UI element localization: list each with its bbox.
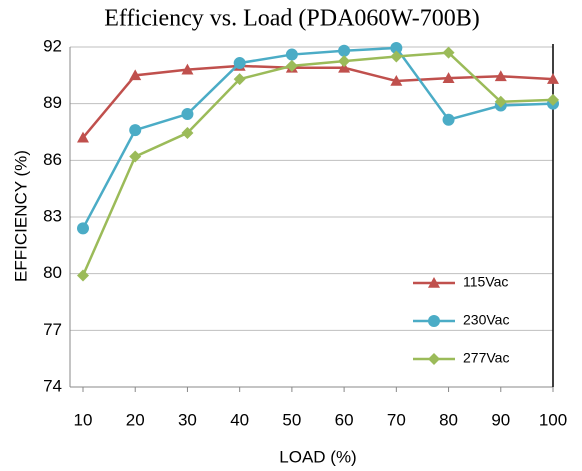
marker [442,46,455,59]
x-tick-label: 80 [439,410,458,429]
x-tick-label: 90 [491,410,510,429]
marker [77,269,89,282]
x-tick-label: 100 [539,410,567,429]
marker [233,73,246,86]
marker [547,73,559,84]
marker [494,70,507,82]
marker [428,315,440,327]
marker [77,131,89,143]
y-tick-label: 92 [43,36,62,55]
marker [233,57,246,70]
y-tick-label: 83 [43,206,62,225]
y-tick-label: 89 [43,93,62,112]
x-tick-label: 70 [387,410,406,429]
legend-label: 277Vac [463,350,509,366]
y-tick-label: 80 [43,263,62,282]
marker [338,44,351,57]
x-axis-label: LOAD (%) [279,447,356,466]
x-tick-label: 60 [335,410,354,429]
marker [338,61,351,73]
y-tick-label: 74 [43,376,62,395]
x-tick-label: 20 [126,410,145,429]
marker [428,277,440,288]
legend-label: 115Vac [463,274,508,290]
marker [181,126,194,139]
marker [338,55,351,68]
x-tick-label: 30 [178,410,197,429]
marker [442,72,455,83]
chart-title: Efficiency vs. Load (PDA060W-700B) [104,6,479,32]
series-line [82,64,554,139]
y-tick-label: 77 [43,320,62,339]
y-axis-label: EFFICIENCY (%) [11,150,30,282]
series-line [81,46,554,229]
marker [181,63,194,75]
marker [547,93,559,106]
marker [285,59,298,72]
legend-label: 230Vac [463,312,509,328]
marker [129,69,142,81]
series-line [81,51,554,277]
marker [390,41,403,54]
marker [428,353,440,365]
marker [494,95,507,108]
y-tick-label: 86 [43,150,62,169]
x-tick-label: 40 [230,410,249,429]
marker [390,75,403,86]
marker [77,222,89,235]
marker [442,113,455,126]
x-tick-label: 10 [74,410,93,429]
marker [285,48,298,61]
marker [129,124,142,137]
marker [181,108,194,121]
marker [390,50,403,63]
marker [129,150,142,163]
x-tick-label: 50 [282,410,301,429]
